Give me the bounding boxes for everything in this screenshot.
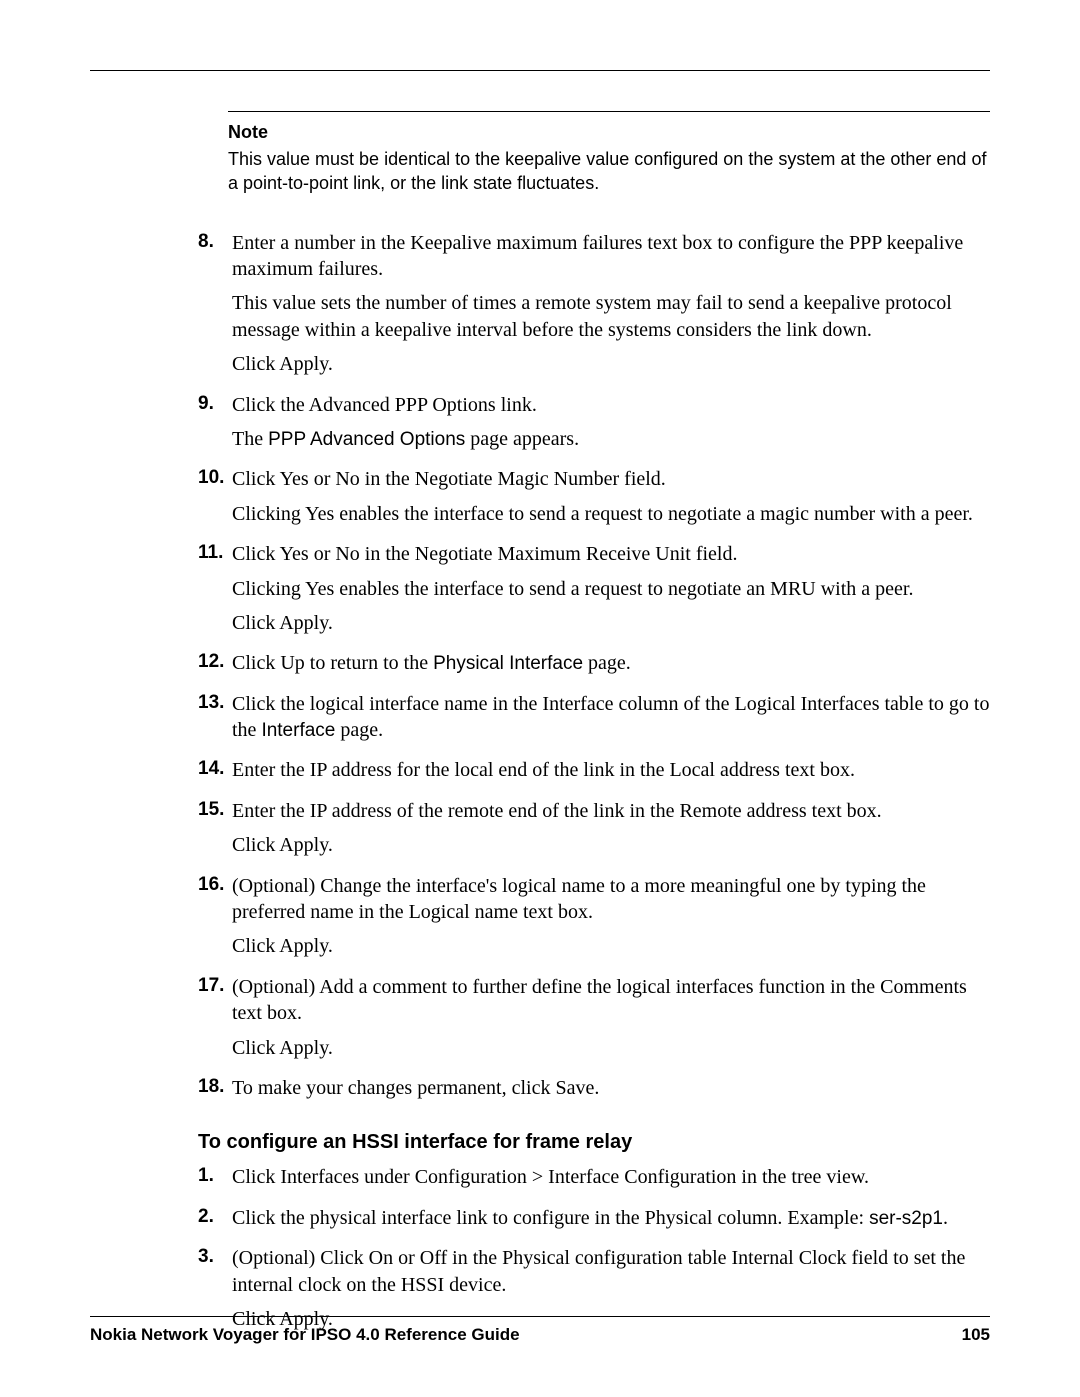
step-text: Click Apply. — [232, 610, 990, 636]
step-number: 2. — [198, 1205, 232, 1239]
step-body: (Optional) Add a comment to further defi… — [232, 974, 990, 1069]
step-item: 15.Enter the IP address of the remote en… — [198, 798, 990, 867]
ui-term: Interface — [261, 720, 335, 741]
step-number: 15. — [198, 798, 232, 867]
step-text: Click Apply. — [232, 933, 990, 959]
step-text: Click Yes or No in the Negotiate Maximum… — [232, 541, 990, 567]
step-number: 18. — [198, 1075, 232, 1109]
step-text: Clicking Yes enables the interface to se… — [232, 576, 990, 602]
footer-page: 105 — [962, 1325, 990, 1345]
step-body: (Optional) Change the interface's logica… — [232, 873, 990, 968]
step-text: Click Apply. — [232, 1035, 990, 1061]
step-number: 1. — [198, 1164, 232, 1198]
step-item: 16.(Optional) Change the interface's log… — [198, 873, 990, 968]
step-body: Click the logical interface name in the … — [232, 691, 990, 752]
top-rule — [90, 70, 990, 71]
step-text: Enter a number in the Keepalive maximum … — [232, 230, 990, 283]
step-body: Enter a number in the Keepalive maximum … — [232, 230, 990, 386]
step-number: 17. — [198, 974, 232, 1069]
step-text: Click Apply. — [232, 832, 990, 858]
step-number: 16. — [198, 873, 232, 968]
step-item: 17.(Optional) Add a comment to further d… — [198, 974, 990, 1069]
step-item: 2.Click the physical interface link to c… — [198, 1205, 990, 1239]
step-body: Click the Advanced PPP Options link. The … — [232, 392, 990, 461]
step-body: Click Yes or No in the Negotiate Maximum… — [232, 541, 990, 644]
step-body: Click the physical interface link to con… — [232, 1205, 990, 1239]
step-body: Click Interfaces under Configuration > I… — [232, 1164, 990, 1198]
step-body: Enter the IP address for the local end o… — [232, 757, 990, 791]
steps-list-2: 1.Click Interfaces under Configuration >… — [198, 1164, 990, 1340]
step-item: 10.Click Yes or No in the Negotiate Magi… — [198, 466, 990, 535]
step-text: Click the logical interface name in the … — [232, 691, 990, 744]
step-text: Click the Advanced PPP Options link. — [232, 392, 990, 418]
ui-term: ser-s2p1 — [869, 1208, 943, 1229]
step-body: Enter the IP address of the remote end o… — [232, 798, 990, 867]
step-text: (Optional) Click On or Off in the Physic… — [232, 1245, 990, 1298]
note-heading: Note — [228, 122, 990, 143]
step-item: 8.Enter a number in the Keepalive maximu… — [198, 230, 990, 386]
step-text: Click Up to return to the Physical Inter… — [232, 650, 990, 676]
step-text: To make your changes permanent, click Sa… — [232, 1075, 990, 1101]
ui-term: Physical Interface — [433, 653, 583, 674]
step-text: The PPP Advanced Options page appears. — [232, 426, 990, 452]
step-item: 14.Enter the IP address for the local en… — [198, 757, 990, 791]
step-number: 11. — [198, 541, 232, 644]
footer: Nokia Network Voyager for IPSO 4.0 Refer… — [90, 1316, 990, 1345]
step-text: (Optional) Add a comment to further defi… — [232, 974, 990, 1027]
step-number: 9. — [198, 392, 232, 461]
step-body: Click Up to return to the Physical Inter… — [232, 650, 990, 684]
step-number: 12. — [198, 650, 232, 684]
steps-list-1: 8.Enter a number in the Keepalive maximu… — [198, 230, 990, 1110]
note-rule — [228, 111, 990, 112]
step-item: 11.Click Yes or No in the Negotiate Maxi… — [198, 541, 990, 644]
sub-heading: To configure an HSSI interface for frame… — [198, 1131, 990, 1154]
step-text: Click Apply. — [232, 351, 990, 377]
step-text: Enter the IP address of the remote end o… — [232, 798, 990, 824]
footer-title: Nokia Network Voyager for IPSO 4.0 Refer… — [90, 1325, 520, 1345]
step-body: Click Yes or No in the Negotiate Magic N… — [232, 466, 990, 535]
step-item: 1.Click Interfaces under Configuration >… — [198, 1164, 990, 1198]
step-text: Clicking Yes enables the interface to se… — [232, 501, 990, 527]
step-text: Enter the IP address for the local end o… — [232, 757, 990, 783]
step-item: 13.Click the logical interface name in t… — [198, 691, 990, 752]
step-text: Click Interfaces under Configuration > I… — [232, 1164, 990, 1190]
step-number: 13. — [198, 691, 232, 752]
step-number: 10. — [198, 466, 232, 535]
footer-row: Nokia Network Voyager for IPSO 4.0 Refer… — [90, 1325, 990, 1345]
step-item: 9.Click the Advanced PPP Options link. Th… — [198, 392, 990, 461]
step-number: 14. — [198, 757, 232, 791]
step-text: This value sets the number of times a re… — [232, 290, 990, 343]
note-text: This value must be identical to the keep… — [228, 147, 990, 196]
ui-term: PPP Advanced Options — [268, 429, 465, 450]
note-block: Note This value must be identical to the… — [228, 111, 990, 196]
step-body: To make your changes permanent, click Sa… — [232, 1075, 990, 1109]
step-text: Click Yes or No in the Negotiate Magic N… — [232, 466, 990, 492]
page: Note This value must be identical to the… — [0, 0, 1080, 1397]
step-item: 12.Click Up to return to the Physical In… — [198, 650, 990, 684]
step-number: 8. — [198, 230, 232, 386]
step-item: 18.To make your changes permanent, click… — [198, 1075, 990, 1109]
step-text: (Optional) Change the interface's logica… — [232, 873, 990, 926]
footer-rule — [90, 1316, 990, 1317]
step-text: Click the physical interface link to con… — [232, 1205, 990, 1231]
